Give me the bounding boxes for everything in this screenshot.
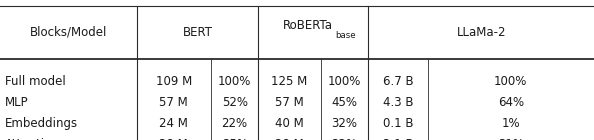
Text: 28 M: 28 M xyxy=(159,138,188,140)
Text: 64%: 64% xyxy=(498,96,524,109)
Text: 100%: 100% xyxy=(328,75,361,88)
Text: LLaMa-2: LLaMa-2 xyxy=(456,26,506,39)
Text: 109 M: 109 M xyxy=(156,75,192,88)
Text: 22%: 22% xyxy=(331,138,358,140)
Text: 40 M: 40 M xyxy=(275,117,304,130)
Text: RoBERTa: RoBERTa xyxy=(282,19,333,32)
Text: 125 M: 125 M xyxy=(271,75,308,88)
Text: 1%: 1% xyxy=(501,117,520,130)
Text: 0.1 B: 0.1 B xyxy=(383,117,413,130)
Text: 2.1 B: 2.1 B xyxy=(383,138,413,140)
Text: 31%: 31% xyxy=(498,138,524,140)
Text: 25%: 25% xyxy=(222,138,248,140)
Text: MLP: MLP xyxy=(5,96,29,109)
Text: 28 M: 28 M xyxy=(275,138,304,140)
Text: 57 M: 57 M xyxy=(275,96,304,109)
Text: 24 M: 24 M xyxy=(159,117,188,130)
Text: 100%: 100% xyxy=(494,75,527,88)
Text: Blocks/Model: Blocks/Model xyxy=(30,26,107,39)
Text: 100%: 100% xyxy=(218,75,251,88)
Text: 22%: 22% xyxy=(222,117,248,130)
Text: 4.3 B: 4.3 B xyxy=(383,96,413,109)
Text: Embeddings: Embeddings xyxy=(5,117,78,130)
Text: 57 M: 57 M xyxy=(159,96,188,109)
Text: 6.7 B: 6.7 B xyxy=(383,75,413,88)
Text: 32%: 32% xyxy=(331,117,358,130)
Text: Full model: Full model xyxy=(5,75,65,88)
Text: BERT: BERT xyxy=(182,26,213,39)
Text: 45%: 45% xyxy=(331,96,358,109)
Text: Attention: Attention xyxy=(5,138,59,140)
Text: base: base xyxy=(336,31,356,40)
Text: 52%: 52% xyxy=(222,96,248,109)
